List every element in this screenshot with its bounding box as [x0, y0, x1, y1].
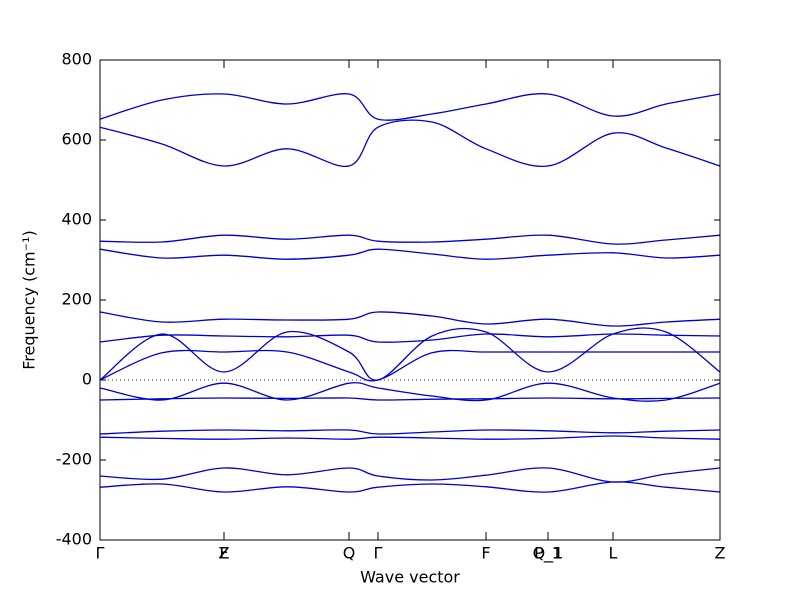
y-tick-label: -200 [56, 450, 92, 469]
y-tick-label: 600 [61, 130, 92, 149]
x-tick-label: L [609, 544, 618, 563]
y-axis-label: Frequency (cm⁻¹) [20, 230, 39, 369]
band [99, 327, 721, 381]
band [99, 93, 721, 121]
x-tick-label: P_1 [534, 544, 562, 564]
y-tick-label: 0 [82, 370, 92, 389]
band [99, 248, 721, 260]
x-tick-label: Γ [96, 544, 105, 563]
x-tick-label: F [481, 544, 490, 563]
band [99, 382, 721, 402]
band [99, 435, 721, 440]
x-tick-label: Z [219, 544, 230, 563]
y-tick-label: 800 [61, 50, 92, 69]
band [99, 333, 721, 343]
x-tick-label: Z [715, 544, 726, 563]
band [99, 349, 720, 382]
x-tick-label: Q_1 [533, 544, 564, 564]
x-tick-label: F [219, 544, 228, 563]
band [99, 311, 721, 327]
band [99, 119, 721, 168]
band [99, 397, 721, 401]
x-axis-label: Wave vector [360, 568, 460, 587]
y-tick-label: 400 [61, 210, 92, 229]
band [99, 429, 721, 435]
y-tick-label: -400 [56, 530, 92, 549]
band [99, 234, 721, 245]
plot-frame [99, 59, 721, 541]
x-tick-label: Q [343, 544, 356, 563]
x-tick-label: Γ [374, 544, 383, 563]
y-tick-label: 200 [61, 290, 92, 309]
band [99, 481, 721, 493]
